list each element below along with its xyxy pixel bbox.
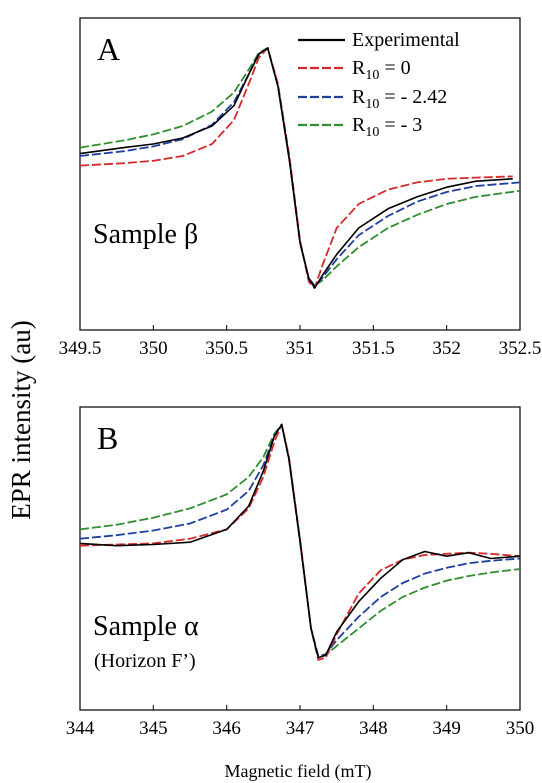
panel-label: B: [97, 420, 118, 456]
legend-label-subscript: 10: [365, 68, 379, 83]
x-tick-label: 346: [212, 718, 241, 739]
series-line-experimental: [79, 423, 521, 659]
legend-label-prefix: R: [352, 86, 366, 108]
sample-annotation: Sample β: [93, 219, 198, 250]
x-tick-label: 347: [286, 718, 315, 739]
legend-label-value: = 0: [379, 57, 410, 79]
x-tick-label: 351: [286, 338, 315, 359]
x-axis-label: Magnetic field (mT): [225, 761, 372, 782]
x-tick-label: 349: [432, 718, 461, 739]
x-tick-label: 345: [139, 718, 168, 739]
legend-label-experimental: Experimental: [352, 29, 460, 51]
legend-label-value: = - 2.42: [379, 86, 447, 108]
legend-label-r0: R10 = 0: [352, 57, 411, 83]
legend-label-r3: R10 = - 3: [352, 114, 422, 140]
x-tick-label: 352.5: [499, 338, 542, 359]
legend-label-subscript: 10: [365, 125, 379, 140]
panel-label: A: [97, 31, 120, 67]
series-line-r0: [79, 47, 513, 289]
panel-a: 349.5 350 350.5 351 351.5 352 352.5 A Sample β: [59, 17, 542, 359]
legend-label-subscript: 10: [365, 97, 379, 112]
sample-annotation: Sample α: [93, 611, 199, 642]
legend-label-r242: R10 = - 2.42: [352, 86, 447, 112]
legend-label-prefix: Experimental: [352, 29, 460, 51]
x-tick-label: 350: [139, 338, 168, 359]
x-tick-label: 344: [66, 718, 95, 739]
x-tick-label: 349.5: [59, 338, 102, 359]
sample-annotation-sub: (Horizon F’): [94, 650, 196, 672]
series-line-experimental: [79, 47, 513, 289]
x-tick-label: 352: [432, 338, 461, 359]
x-tick-label: 351.5: [352, 338, 395, 359]
y-axis-label: EPR intensity (au): [6, 320, 36, 519]
panel-b: 344 345 346 347 348 349 350 B Sample α (Horizon F…: [66, 406, 535, 739]
x-tick-label: 350: [506, 718, 535, 739]
plot-frame: [79, 17, 521, 331]
legend-label-prefix: R: [352, 114, 366, 136]
legend-label-prefix: R: [352, 57, 366, 79]
x-tick-label: 350.5: [205, 338, 248, 359]
legend-label-value: = - 3: [379, 114, 422, 136]
x-tick-label: 348: [359, 718, 388, 739]
